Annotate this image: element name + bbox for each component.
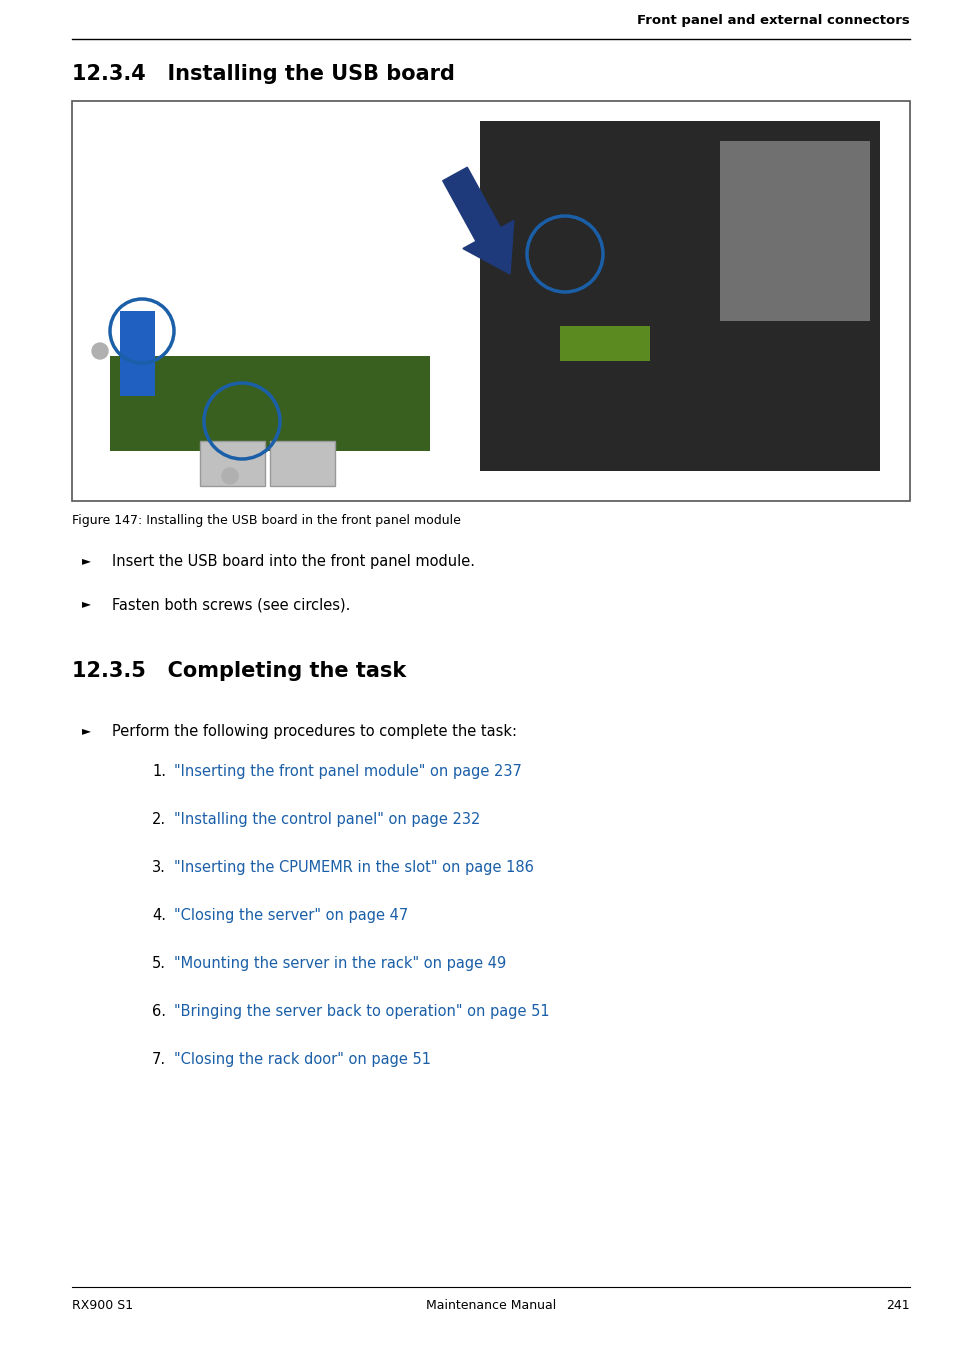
Text: 1.: 1. — [152, 764, 166, 778]
Text: 7.: 7. — [152, 1052, 166, 1067]
Text: "Inserting the CPUMEMR in the slot" on page 186: "Inserting the CPUMEMR in the slot" on p… — [173, 861, 534, 876]
Text: "Installing the control panel" on page 232: "Installing the control panel" on page 2… — [173, 812, 480, 827]
Text: 3.: 3. — [152, 861, 166, 876]
Bar — [479, 121, 879, 471]
Text: "Inserting the front panel module" on page 237: "Inserting the front panel module" on pa… — [173, 764, 521, 778]
Text: 12.3.5   Completing the task: 12.3.5 Completing the task — [71, 661, 406, 681]
Text: RX900 S1: RX900 S1 — [71, 1299, 133, 1313]
Text: Maintenance Manual: Maintenance Manual — [425, 1299, 556, 1313]
Text: 2.: 2. — [152, 812, 166, 827]
Bar — [270, 441, 335, 486]
Text: Figure 147: Installing the USB board in the front panel module: Figure 147: Installing the USB board in … — [71, 514, 460, 527]
Bar — [71, 101, 909, 500]
Text: ►: ► — [82, 724, 91, 737]
Text: "Mounting the server in the rack" on page 49: "Mounting the server in the rack" on pag… — [173, 956, 506, 971]
Text: 12.3.4   Installing the USB board: 12.3.4 Installing the USB board — [71, 63, 455, 84]
Text: "Bringing the server back to operation" on page 51: "Bringing the server back to operation" … — [173, 1004, 549, 1018]
Text: Fasten both screws (see circles).: Fasten both screws (see circles). — [112, 598, 350, 612]
FancyArrow shape — [442, 167, 513, 274]
Text: 6.: 6. — [152, 1004, 166, 1018]
Text: 4.: 4. — [152, 908, 166, 923]
Text: Insert the USB board into the front panel module.: Insert the USB board into the front pane… — [112, 554, 475, 569]
Text: Front panel and external connectors: Front panel and external connectors — [637, 13, 909, 27]
Text: "Closing the rack door" on page 51: "Closing the rack door" on page 51 — [173, 1052, 431, 1067]
Circle shape — [91, 343, 108, 359]
Circle shape — [222, 468, 237, 484]
Text: 241: 241 — [885, 1299, 909, 1313]
Bar — [559, 326, 649, 362]
Bar — [720, 142, 869, 321]
Text: Perform the following procedures to complete the task:: Perform the following procedures to comp… — [112, 724, 517, 739]
Text: ►: ► — [82, 554, 91, 567]
Bar — [200, 441, 265, 486]
Bar — [77, 107, 904, 496]
Text: 5.: 5. — [152, 956, 166, 971]
Bar — [120, 312, 154, 397]
Text: ►: ► — [82, 598, 91, 610]
FancyBboxPatch shape — [110, 356, 430, 451]
Text: "Closing the server" on page 47: "Closing the server" on page 47 — [173, 908, 408, 923]
